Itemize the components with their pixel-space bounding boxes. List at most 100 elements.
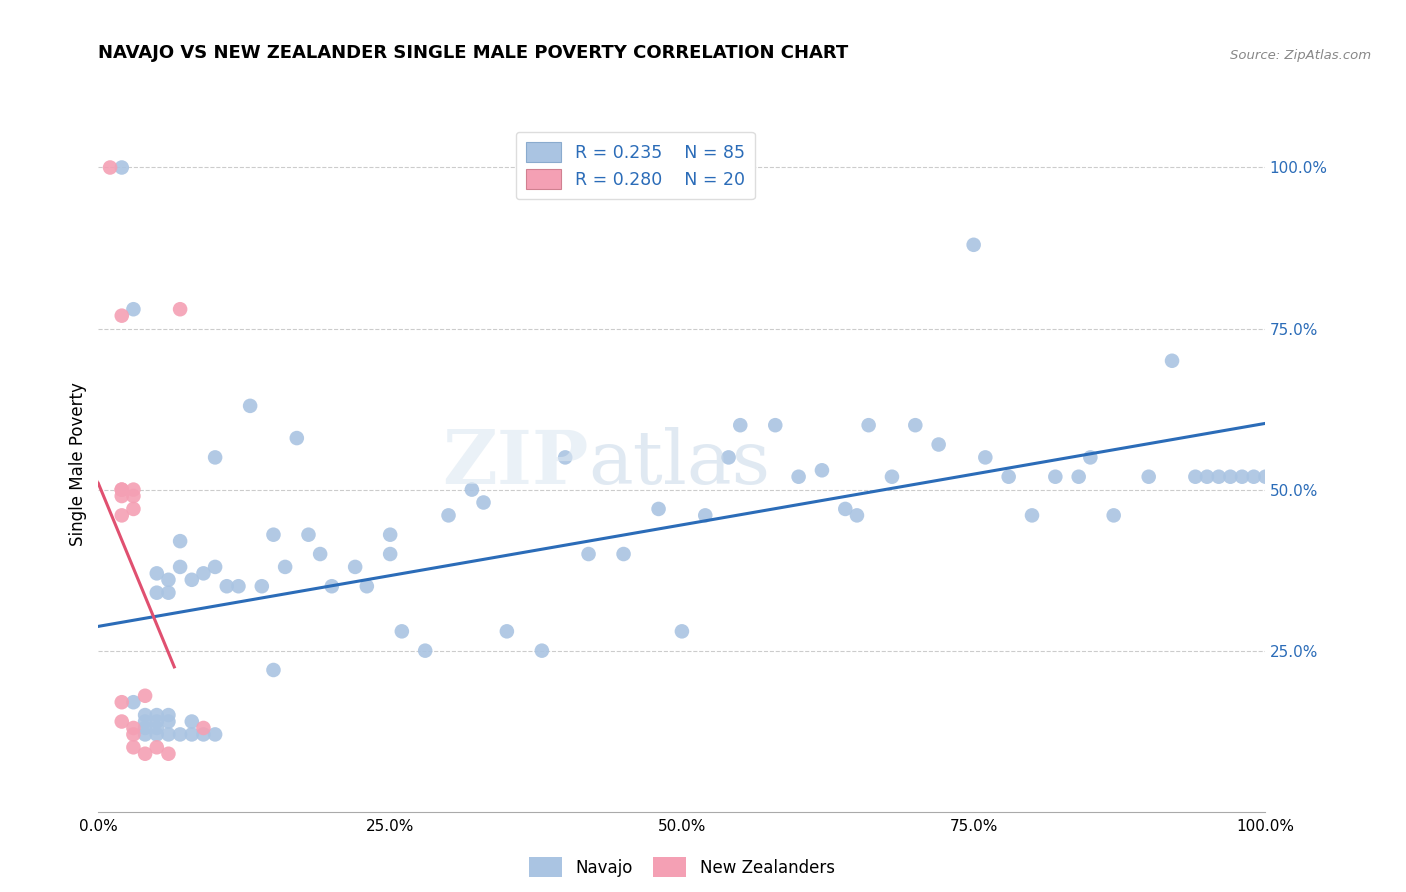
- Point: [695, 508, 717, 523]
- Point: [122, 489, 145, 503]
- Point: [180, 727, 202, 741]
- Point: [157, 747, 180, 761]
- Point: [904, 418, 927, 433]
- Point: [111, 483, 134, 497]
- Point: [1021, 508, 1043, 523]
- Point: [1219, 469, 1241, 483]
- Point: [730, 418, 752, 433]
- Point: [846, 508, 869, 523]
- Text: ZIP: ZIP: [441, 427, 589, 500]
- Point: [962, 237, 984, 252]
- Point: [134, 708, 156, 723]
- Point: [671, 624, 693, 639]
- Point: [1102, 508, 1125, 523]
- Point: [146, 708, 169, 723]
- Point: [285, 431, 308, 445]
- Point: [146, 721, 169, 735]
- Point: [1184, 469, 1206, 483]
- Point: [554, 450, 576, 465]
- Point: [309, 547, 332, 561]
- Point: [146, 727, 169, 741]
- Point: [262, 527, 284, 541]
- Point: [274, 560, 297, 574]
- Point: [111, 508, 134, 523]
- Point: [997, 469, 1019, 483]
- Point: [134, 721, 156, 735]
- Point: [647, 502, 669, 516]
- Point: [157, 573, 180, 587]
- Point: [1195, 469, 1218, 483]
- Point: [215, 579, 238, 593]
- Point: [378, 527, 402, 541]
- Point: [858, 418, 880, 433]
- Point: [250, 579, 273, 593]
- Point: [111, 695, 134, 709]
- Point: [437, 508, 460, 523]
- Point: [787, 469, 810, 483]
- Point: [134, 727, 156, 741]
- Point: [928, 437, 950, 451]
- Point: [1137, 469, 1160, 483]
- Point: [530, 643, 553, 657]
- Point: [122, 740, 145, 755]
- Point: [472, 495, 495, 509]
- Point: [98, 161, 121, 175]
- Point: [193, 727, 215, 741]
- Point: [1080, 450, 1102, 465]
- Point: [356, 579, 378, 593]
- Point: [613, 547, 636, 561]
- Point: [122, 483, 145, 497]
- Text: NAVAJO VS NEW ZEALANDER SINGLE MALE POVERTY CORRELATION CHART: NAVAJO VS NEW ZEALANDER SINGLE MALE POVE…: [98, 45, 849, 62]
- Point: [1254, 469, 1277, 483]
- Point: [111, 309, 134, 323]
- Point: [146, 714, 169, 729]
- Point: [111, 483, 134, 497]
- Point: [880, 469, 903, 483]
- Point: [111, 714, 134, 729]
- Y-axis label: Single Male Poverty: Single Male Poverty: [69, 382, 87, 546]
- Point: [578, 547, 600, 561]
- Point: [1230, 469, 1253, 483]
- Point: [111, 161, 134, 175]
- Point: [461, 483, 484, 497]
- Point: [811, 463, 834, 477]
- Point: [134, 714, 156, 729]
- Point: [157, 585, 180, 599]
- Point: [193, 566, 215, 581]
- Point: [204, 560, 226, 574]
- Legend: Navajo, New Zealanders: Navajo, New Zealanders: [523, 851, 841, 883]
- Point: [1243, 469, 1265, 483]
- Point: [169, 727, 191, 741]
- Point: [193, 721, 215, 735]
- Point: [122, 721, 145, 735]
- Point: [169, 534, 191, 549]
- Point: [180, 573, 202, 587]
- Text: Source: ZipAtlas.com: Source: ZipAtlas.com: [1230, 49, 1371, 62]
- Point: [146, 585, 169, 599]
- Point: [204, 450, 226, 465]
- Point: [239, 399, 262, 413]
- Point: [111, 489, 134, 503]
- Point: [297, 527, 319, 541]
- Point: [146, 566, 169, 581]
- Point: [228, 579, 250, 593]
- Point: [262, 663, 284, 677]
- Point: [495, 624, 517, 639]
- Point: [717, 450, 740, 465]
- Point: [763, 418, 786, 433]
- Point: [122, 727, 145, 741]
- Point: [1208, 469, 1230, 483]
- Point: [134, 747, 156, 761]
- Point: [1045, 469, 1067, 483]
- Point: [321, 579, 343, 593]
- Point: [344, 560, 367, 574]
- Point: [157, 727, 180, 741]
- Point: [1161, 353, 1184, 368]
- Point: [974, 450, 997, 465]
- Text: atlas: atlas: [589, 427, 770, 500]
- Point: [378, 547, 402, 561]
- Point: [413, 643, 436, 657]
- Point: [834, 502, 856, 516]
- Point: [122, 695, 145, 709]
- Point: [122, 302, 145, 317]
